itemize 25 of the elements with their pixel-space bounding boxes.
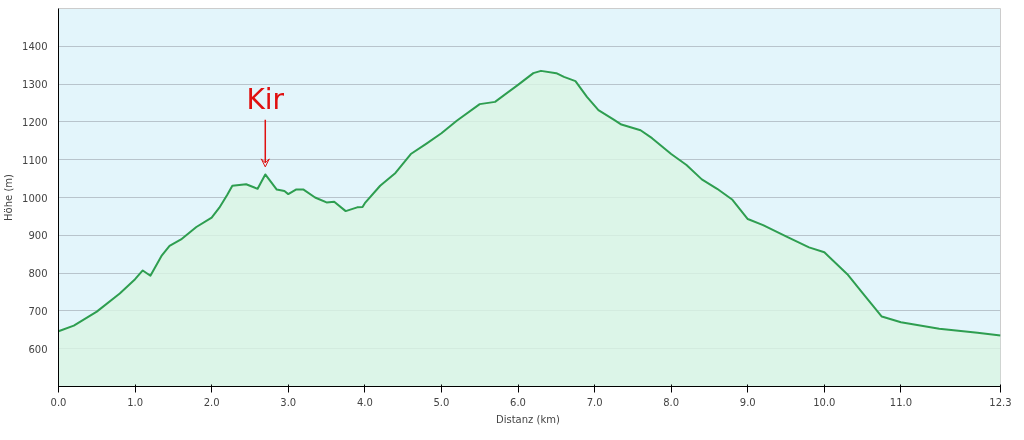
x-tick-label: 8.0 bbox=[663, 396, 680, 408]
x-tick-label: 12.3 bbox=[989, 396, 1012, 408]
x-tick-label: 3.0 bbox=[280, 396, 297, 408]
y-tick-label: 900 bbox=[28, 230, 48, 242]
x-tick-label: 4.0 bbox=[356, 396, 373, 408]
y-tick-label: 1100 bbox=[22, 154, 48, 166]
y-tick-label: 1200 bbox=[22, 116, 48, 128]
y-tick-label: 1400 bbox=[22, 41, 48, 53]
y-tick-label: 600 bbox=[28, 343, 48, 355]
x-tick-label: 0.0 bbox=[50, 396, 67, 408]
y-tick-label: 700 bbox=[28, 305, 48, 317]
x-tick-label: 5.0 bbox=[433, 396, 450, 408]
x-tick-label: 11.0 bbox=[889, 396, 913, 408]
x-tick-label: 9.0 bbox=[739, 396, 756, 408]
y-tick-label: 1300 bbox=[22, 79, 48, 91]
x-axis-title: Distanz (km) bbox=[495, 413, 560, 425]
annotation: Kir bbox=[246, 82, 285, 116]
y-axis-title: Höhe (m) bbox=[3, 173, 15, 221]
y-tick-label: 800 bbox=[28, 268, 48, 280]
x-tick-label: 7.0 bbox=[586, 396, 603, 408]
x-tick-label: 1.0 bbox=[127, 396, 144, 408]
x-tick-label: 10.0 bbox=[813, 396, 836, 408]
x-tick-label: 6.0 bbox=[510, 396, 526, 408]
y-tick-label: 1000 bbox=[22, 192, 48, 204]
x-tick-label: 2.0 bbox=[203, 396, 220, 408]
